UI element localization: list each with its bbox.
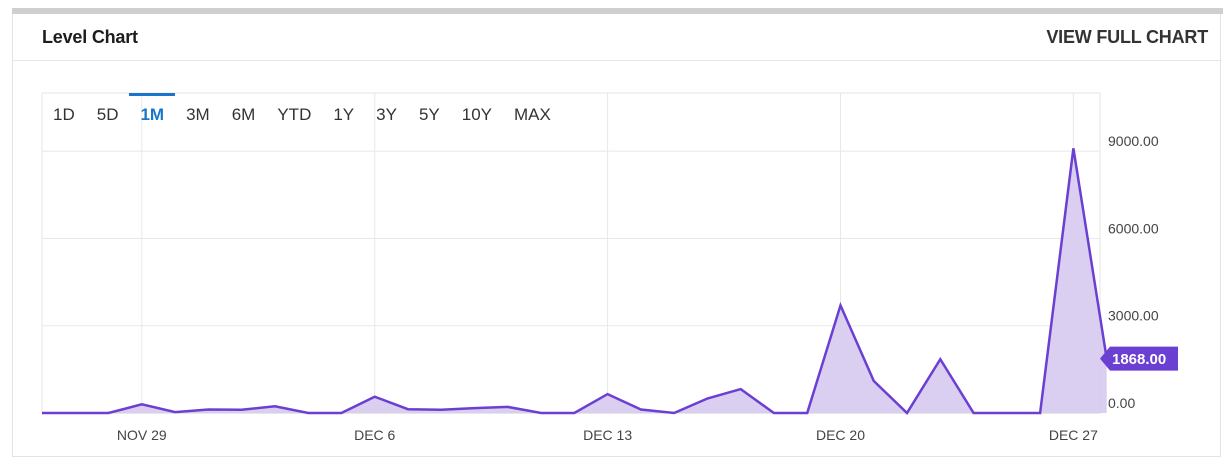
card-header: Level Chart VIEW FULL CHART	[13, 14, 1220, 61]
x-tick-label: DEC 20	[816, 427, 865, 443]
range-6m[interactable]: 6M	[231, 105, 256, 124]
chart-line	[42, 148, 1108, 415]
y-tick-label: 6000.00	[1108, 220, 1159, 236]
card-title: Level Chart	[42, 27, 138, 47]
series-line	[42, 148, 1108, 415]
last-value-badge: 1868.00	[1100, 346, 1178, 371]
range-3m[interactable]: 3M	[186, 105, 210, 124]
chart-area-fill	[42, 148, 1107, 414]
top-accent-bar	[12, 8, 1223, 14]
last-value-badge-shape	[1100, 346, 1178, 371]
range-1y[interactable]: 1Y	[333, 105, 355, 124]
range-selector: 1D 5D 1M 3M 6M YTD 1Y 3Y 5Y 10Y MAX	[42, 93, 562, 137]
y-axis-labels: 9000.00 6000.00 3000.00 0.00	[1108, 133, 1159, 411]
view-full-chart-link[interactable]: VIEW FULL CHART	[1046, 27, 1208, 47]
x-tick-label: DEC 27	[1049, 427, 1098, 443]
range-max[interactable]: MAX	[513, 105, 551, 124]
range-5y[interactable]: 5Y	[418, 105, 440, 124]
x-tick-label: DEC 6	[354, 427, 395, 443]
y-tick-label: 0.00	[1108, 395, 1135, 411]
range-10y[interactable]: 10Y	[461, 105, 492, 124]
range-1d[interactable]: 1D	[53, 105, 75, 124]
y-tick-label: 9000.00	[1108, 133, 1159, 149]
range-1m[interactable]: 1M	[129, 93, 175, 137]
x-tick-label: DEC 13	[583, 427, 632, 443]
x-tick-label: NOV 29	[117, 427, 167, 443]
last-value-label: 1868.00	[1112, 351, 1166, 368]
level-chart-card: Level Chart VIEW FULL CHART	[12, 14, 1221, 457]
series-area	[42, 148, 1107, 414]
x-axis-labels: NOV 29 DEC 6 DEC 13 DEC 20 DEC 27	[117, 427, 1098, 443]
range-3y[interactable]: 3Y	[376, 105, 397, 124]
range-ytd[interactable]: YTD	[277, 105, 312, 124]
range-5d[interactable]: 5D	[96, 105, 119, 124]
y-tick-label: 3000.00	[1108, 308, 1159, 324]
